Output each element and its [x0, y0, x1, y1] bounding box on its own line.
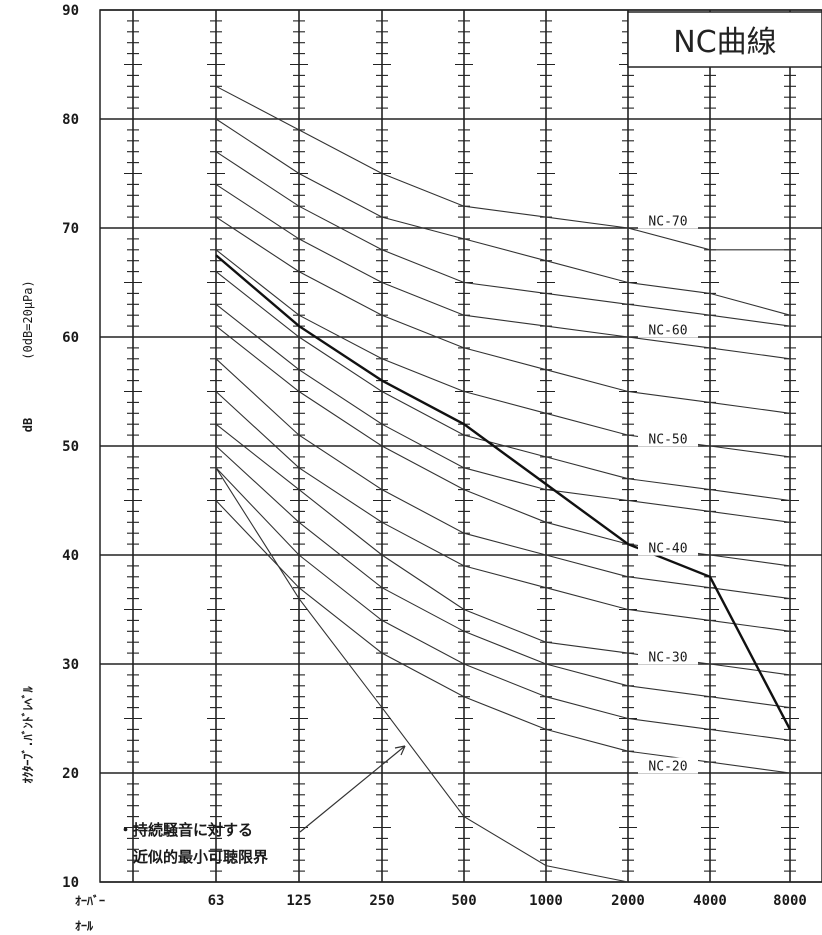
nc-label: NC-70	[648, 215, 687, 230]
title-box	[627, 11, 822, 68]
x-tick-label: 2000	[611, 893, 645, 909]
y-tick-label: 30	[62, 657, 79, 673]
nc-label: NC-60	[648, 324, 687, 339]
annotation-line2: 近似的最小可聴限界	[133, 848, 268, 866]
nc-label-bg	[638, 757, 698, 774]
series-line	[215, 445, 791, 709]
nc-label-bg	[638, 648, 698, 665]
x-tick-label: 8000	[773, 893, 807, 909]
chart-labels: 10 20 30 40 50 60 70 80 90 63 125 250 500 1000 2000 400…	[62, 3, 807, 909]
nc-label-bg	[638, 539, 698, 556]
series-line	[215, 249, 791, 458]
series-line	[215, 216, 791, 414]
y-tick-label: 40	[62, 548, 79, 564]
nc-label: NC-50	[648, 433, 687, 448]
series-line	[215, 151, 791, 327]
x-tick-label: 4000	[693, 893, 727, 909]
nc-label: NC-20	[648, 760, 687, 775]
nc-label: NC-40	[648, 542, 687, 557]
x-tick-label: 125	[286, 893, 311, 909]
series-line	[215, 467, 791, 741]
x-tick-label: 63	[208, 893, 225, 909]
nc-label-bg	[638, 430, 698, 447]
y-tick-label: 90	[62, 3, 79, 19]
y-tick-label: 60	[62, 330, 79, 346]
series-line	[215, 500, 791, 774]
x-tick-label: 500	[451, 893, 476, 909]
y-axis-unit: (0dB=20μPa)	[21, 280, 35, 359]
y-tick-label: 50	[62, 439, 79, 455]
y-axis-label: dB	[21, 418, 35, 432]
nc-label-bg	[638, 212, 698, 229]
series-line	[215, 358, 791, 600]
series-line	[215, 85, 790, 251]
nc-label: NC-30	[648, 651, 687, 666]
series-line	[215, 271, 791, 502]
series-line	[215, 423, 791, 676]
x-tick-label: 1000	[529, 893, 563, 909]
threshold-curve	[215, 467, 629, 883]
series-line	[215, 183, 791, 360]
series-line	[215, 391, 791, 632]
x-overall-label-top: ｵｰﾊﾞｰ	[75, 893, 105, 908]
y-tick-label: 70	[62, 221, 79, 237]
y-tick-label: 20	[62, 766, 79, 782]
series-line	[215, 303, 791, 523]
y-tick-label: 10	[62, 875, 79, 891]
criterion-curve	[215, 254, 792, 730]
annotation-arrowhead	[394, 745, 406, 756]
x-overall-label-bottom: ｵｰﾙ	[75, 919, 94, 933]
series-line	[215, 118, 791, 316]
y-axis-sublabel: ｵｸﾀｰﾌﾞ.ﾊﾞﾝﾄﾞﾚﾍﾞﾙ	[20, 685, 35, 783]
chart-title: NC曲線	[673, 25, 776, 60]
annotation-arrow	[299, 745, 406, 833]
y-tick-label: 80	[62, 112, 79, 128]
x-tick-label: 250	[369, 893, 394, 909]
annotation-line1: ・持続騒音に対する	[118, 821, 253, 839]
nc-label-bg	[638, 321, 698, 338]
